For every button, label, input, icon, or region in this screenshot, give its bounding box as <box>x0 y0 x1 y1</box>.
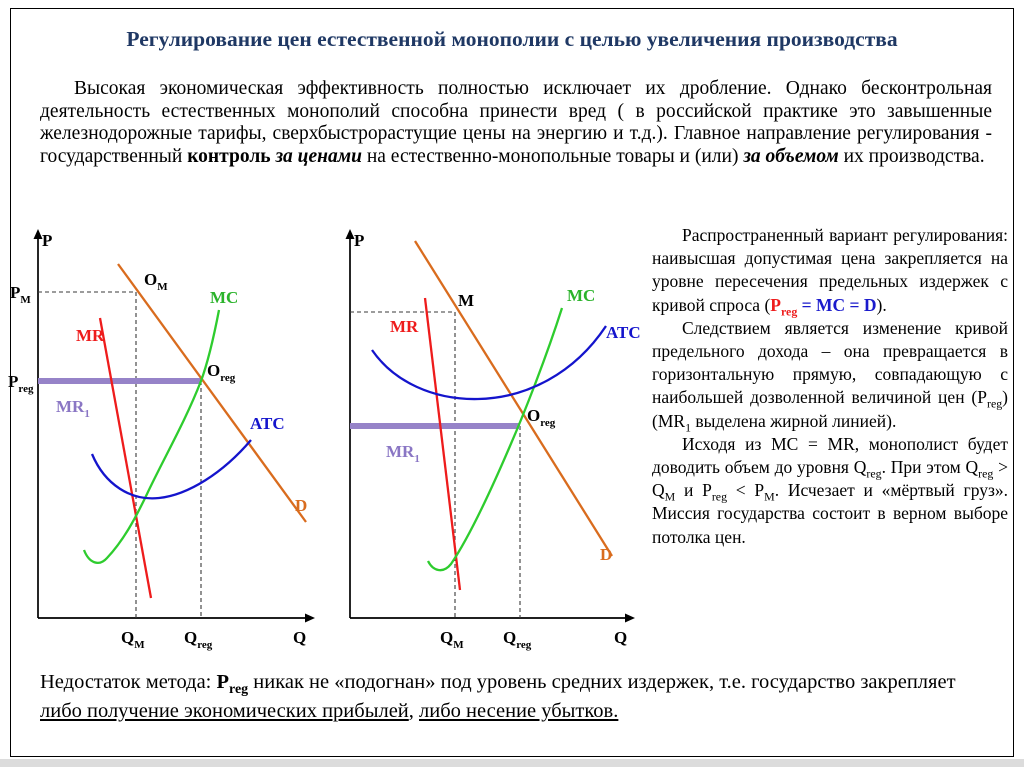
preg-label: Preg <box>8 372 34 395</box>
slide-border <box>10 8 1014 757</box>
qm-label: QM <box>121 628 145 651</box>
pm-label: PM <box>10 283 31 306</box>
qm-label: QM <box>440 628 464 651</box>
y-axis-arrow-icon <box>345 229 355 239</box>
om-point-label: OM <box>144 270 168 293</box>
atc-label: ATC <box>250 414 285 433</box>
demand-label: D <box>295 496 307 515</box>
mr-curve <box>98 317 153 599</box>
explanation-paragraph-2: Следствием является изменение кривой пре… <box>652 317 1008 435</box>
q-axis-label: Q <box>614 628 627 647</box>
p-axis-label: P <box>42 231 52 250</box>
atc-label: ATC <box>606 323 641 342</box>
oreg-point-label: Oreg <box>527 406 556 429</box>
mr-label: MR <box>390 317 419 336</box>
left-diagram: P Q PM Preg OM Oreg QM Qreg MR MR1 MC AT… <box>8 229 315 651</box>
qreg-label: Qreg <box>503 628 532 651</box>
intro-paragraph: Высокая экономическая эффективность полн… <box>40 78 992 167</box>
atc-curve <box>371 325 607 401</box>
atc-curve <box>90 439 252 500</box>
mc-label: MC <box>210 288 238 307</box>
right-diagram: P Q M Oreg QM Qreg MR MR1 MC ATC D <box>345 229 641 651</box>
m-point-label: M <box>458 291 474 310</box>
mr1-label: MR1 <box>56 397 90 420</box>
y-axis-arrow-icon <box>33 229 43 239</box>
explanation-paragraph-3: Исходя из MC = MR, монополист будет дово… <box>652 433 1008 547</box>
explanation-column: Распространенный вариант регулирования: … <box>652 224 1008 549</box>
mr-curve <box>423 297 462 591</box>
mc-label: MC <box>567 286 595 305</box>
x-axis-arrow-icon <box>625 613 635 623</box>
qreg-label: Qreg <box>184 628 213 651</box>
mc-curve <box>426 307 564 572</box>
x-axis-arrow-icon <box>305 613 315 623</box>
mr-label: MR <box>76 326 105 345</box>
page-edge-strip <box>0 759 1024 767</box>
drawback-paragraph: Недостаток метода: Preg никак не «подогн… <box>40 671 956 722</box>
demand-label: D <box>600 545 612 564</box>
p-axis-label: P <box>354 231 364 250</box>
oreg-point-label: Oreg <box>207 361 236 384</box>
mc-curve <box>82 309 221 564</box>
mr1-label: MR1 <box>386 442 420 465</box>
demand-curve <box>414 240 613 557</box>
slide-title: Регулирование цен естественной монополии… <box>126 27 898 51</box>
explanation-paragraph-1: Распространенный вариант регулирования: … <box>652 225 1008 319</box>
demand-curve <box>117 263 307 523</box>
q-axis-label: Q <box>293 628 306 647</box>
